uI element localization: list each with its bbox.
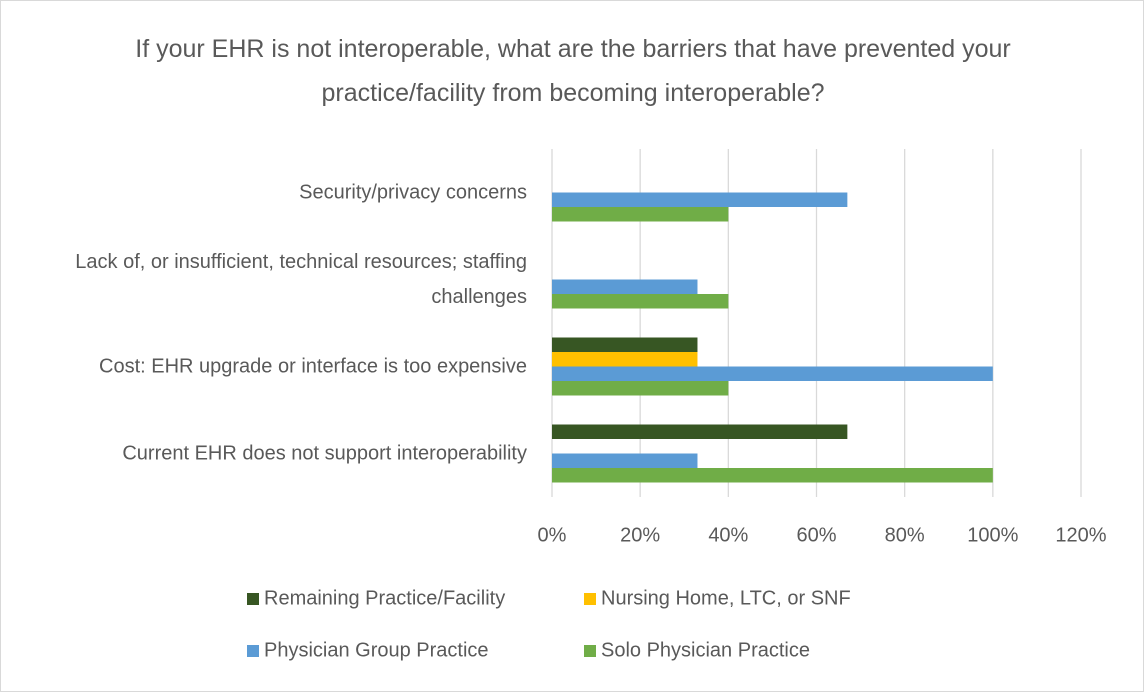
bar: [552, 366, 993, 381]
legend-swatch: [584, 645, 596, 657]
category-label: Security/privacy concerns: [299, 181, 527, 203]
legend-label: Remaining Practice/Facility: [264, 587, 505, 609]
x-tick-label: 120%: [1055, 524, 1106, 546]
legend-swatch: [247, 593, 259, 605]
bar: [552, 424, 848, 439]
bar: [552, 337, 698, 352]
legend-swatch: [247, 645, 259, 657]
bar: [552, 381, 729, 396]
x-tick-label: 60%: [796, 524, 836, 546]
legend-label: Physician Group Practice: [264, 639, 489, 661]
chart-title: If your EHR is not interoperable, what a…: [135, 35, 1011, 107]
bar: [552, 352, 698, 367]
legend-swatch: [584, 593, 596, 605]
legend-label: Solo Physician Practice: [601, 639, 810, 661]
legend-label: Nursing Home, LTC, or SNF: [601, 587, 851, 609]
bar: [552, 453, 698, 468]
bar: [552, 192, 848, 207]
bar: [552, 207, 729, 222]
category-label: Current EHR does not support interoperab…: [122, 442, 527, 464]
category-label: Lack of, or insufficient, technical reso…: [75, 250, 527, 308]
x-tick-label: 20%: [620, 524, 660, 546]
x-tick-label: 40%: [708, 524, 748, 546]
bar: [552, 468, 993, 483]
bar: [552, 279, 698, 294]
category-label: Cost: EHR upgrade or interface is too ex…: [99, 355, 527, 377]
bar: [552, 294, 729, 309]
x-tick-label: 0%: [538, 524, 567, 546]
x-tick-label: 100%: [967, 524, 1018, 546]
x-tick-label: 80%: [885, 524, 925, 546]
